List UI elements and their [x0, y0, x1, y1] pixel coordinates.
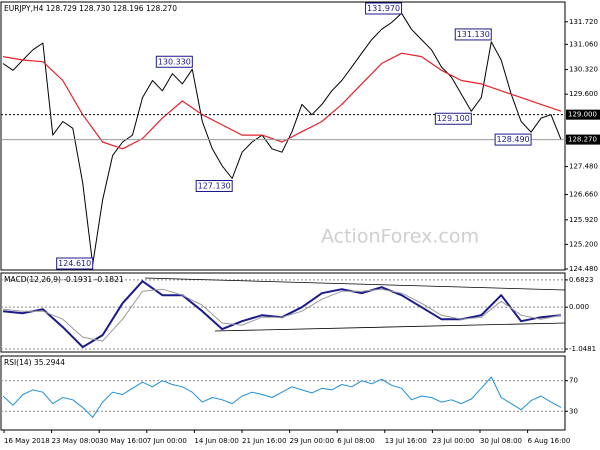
x-tick-label: 30 Jul 08:00	[480, 437, 522, 445]
panel-title: RSI(14) 35.2944	[4, 358, 65, 367]
level-box	[566, 109, 600, 120]
annotation-label: 124.610	[58, 259, 91, 268]
level-box	[566, 134, 600, 145]
series-line	[2, 376, 562, 418]
y-tick-label: 129.600	[569, 90, 598, 98]
y-tick-label: 0.6823	[569, 276, 594, 284]
y-tick-label: 124.480	[569, 265, 598, 273]
level-label: 128.270	[568, 136, 597, 144]
annotation-box	[494, 133, 532, 146]
x-tick-label: 7 Jun 00:00	[147, 437, 187, 445]
x-tick-label: 14 Jun 08:00	[194, 437, 238, 445]
panel-frame	[0, 355, 566, 431]
y-tick-label: 70	[569, 377, 578, 385]
y-tick-label: 130.320	[569, 66, 598, 74]
x-tick-label: 6 Jul 08:00	[337, 437, 375, 445]
y-tick-label: 30	[569, 407, 578, 415]
x-tick-label: 16 May 2018	[4, 437, 50, 445]
annotation-box	[454, 28, 492, 41]
series-line	[2, 12, 562, 265]
x-tick-label: 6 Aug 16:00	[528, 437, 571, 445]
x-tick-label: 29 Jun 00:00	[290, 437, 334, 445]
annotation-box	[195, 180, 233, 193]
level-label: 129.000	[568, 111, 597, 119]
y-tick-label: 125.920	[569, 216, 598, 224]
trendline	[144, 277, 566, 291]
annotation-box	[365, 2, 403, 15]
annotation-label: 128.490	[497, 135, 530, 144]
annotation-label: 130.330	[158, 57, 191, 66]
y-tick-label: 131.720	[569, 18, 598, 26]
x-tick-label: 23 May 08:00	[52, 437, 100, 445]
annotation-label: 131.130	[457, 30, 490, 39]
annotation-box	[56, 257, 94, 270]
annotation-label: 127.130	[198, 182, 231, 191]
y-tick-label: 127.480	[569, 163, 598, 171]
annotation-box	[155, 55, 193, 68]
x-tick-label: 13 Jul 16:00	[385, 437, 427, 445]
series-line	[2, 52, 562, 150]
x-tick-label: 23 Jul 00:00	[432, 437, 474, 445]
x-tick-label: 21 Jun 16:00	[242, 437, 286, 445]
x-tick-label: 30 May 16:00	[99, 437, 147, 445]
y-tick-label: -1.0481	[569, 345, 596, 353]
panel-title: EURJPY,H4 128.729 128.730 128.196 128.27…	[4, 4, 177, 13]
y-tick-label: 126.660	[569, 191, 598, 199]
panel-title: MACD(12,26,9) -0.1931 -0.1821	[4, 275, 124, 284]
panel-frame	[0, 272, 566, 353]
watermark: ActionForex.com	[321, 226, 479, 248]
y-tick-label: 131.060	[569, 40, 598, 48]
annotation-label: 131.970	[367, 4, 400, 13]
series-line	[2, 288, 562, 342]
panel-frame	[0, 1, 566, 271]
annotation-label: 129.100	[437, 114, 470, 123]
annotation-box	[434, 112, 472, 125]
y-tick-label: 0.000	[569, 303, 589, 311]
y-tick-label: 125.200	[569, 240, 598, 248]
trendline	[214, 322, 566, 332]
